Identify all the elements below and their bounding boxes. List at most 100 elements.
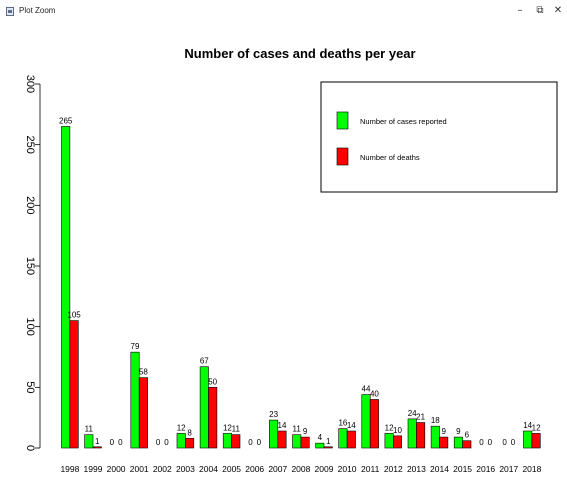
- data-label-deaths: 10: [393, 426, 402, 435]
- chart-title: Number of cases and deaths per year: [184, 46, 415, 61]
- data-label-deaths: 9: [303, 427, 308, 436]
- bar-cases: [430, 425, 440, 449]
- bar-deaths: [462, 440, 472, 449]
- bar-cases: [61, 126, 71, 449]
- data-label-deaths: 6: [465, 431, 470, 440]
- x-tick-label: 1999: [84, 464, 103, 474]
- data-label-cases: 11: [293, 425, 302, 434]
- bar-deaths: [277, 430, 287, 449]
- y-axis: 0 50 100 150 200 250 300: [24, 75, 41, 451]
- bar-deaths: [69, 320, 79, 449]
- data-label-deaths: 12: [532, 423, 541, 432]
- x-tick-label: 2012: [384, 464, 403, 474]
- bar-cases: [84, 434, 94, 449]
- data-label-deaths: 14: [278, 421, 287, 430]
- y-tick-label: 300: [24, 75, 36, 93]
- data-label-cases: 0: [110, 438, 115, 447]
- legend-box: [320, 81, 558, 193]
- restore-button[interactable]: ⧉: [536, 5, 544, 16]
- data-label-deaths: 0: [164, 438, 169, 447]
- bar-cases: [315, 442, 325, 449]
- x-tick-label: 2007: [268, 464, 287, 474]
- x-tick-label: 2006: [245, 464, 264, 474]
- data-label-cases: 14: [523, 421, 532, 430]
- bar-cases: [384, 433, 394, 449]
- data-label-cases: 4: [318, 433, 323, 442]
- data-label-deaths: 21: [416, 413, 425, 422]
- data-label-cases: 18: [431, 416, 440, 425]
- bar-cases: [222, 433, 232, 449]
- bar-deaths: [416, 422, 426, 449]
- window-titlebar: Plot Zoom – ⧉ ✕: [0, 0, 567, 24]
- data-label-deaths: 0: [257, 438, 262, 447]
- bar-cases: [407, 418, 417, 449]
- minimize-button[interactable]: –: [517, 5, 523, 16]
- data-label-cases: 16: [338, 419, 347, 428]
- x-tick-label: 2014: [430, 464, 449, 474]
- data-label-cases: 0: [248, 438, 253, 447]
- y-tick-label: 250: [24, 135, 36, 153]
- legend-swatch-deaths: [336, 147, 349, 166]
- data-label-cases: 24: [408, 409, 417, 418]
- x-tick-label: 2015: [453, 464, 472, 474]
- bar-deaths: [369, 399, 379, 449]
- data-label-deaths: 58: [139, 368, 148, 377]
- bar-deaths: [92, 446, 102, 449]
- bar-deaths: [392, 435, 402, 449]
- x-tick-label: 2008: [291, 464, 310, 474]
- bar-deaths: [231, 434, 241, 449]
- x-tick-label: 2004: [199, 464, 218, 474]
- data-label-cases: 9: [456, 427, 461, 436]
- legend: Number of cases reported Number of death…: [320, 81, 558, 193]
- bar-cases: [199, 366, 209, 449]
- legend-label-deaths: Number of deaths: [360, 153, 420, 162]
- x-tick-label: 2010: [338, 464, 357, 474]
- x-axis-labels: 1998 1999 2000 2001 2002 2003 2004 2005 2006 2007…: [60, 464, 541, 474]
- window-title: Plot Zoom: [19, 6, 56, 15]
- data-label-deaths: 50: [208, 377, 217, 386]
- bar-deaths: [208, 387, 218, 449]
- legend-swatch-cases: [336, 111, 349, 130]
- bar-cases: [453, 436, 463, 449]
- x-tick-label: 2005: [222, 464, 241, 474]
- bar-cases: [338, 428, 348, 449]
- bar-deaths: [138, 377, 148, 449]
- data-label-cases: 11: [85, 425, 94, 434]
- data-label-deaths: 1: [326, 437, 331, 446]
- close-button[interactable]: ✕: [553, 5, 563, 16]
- plot-window-icon: [6, 7, 14, 16]
- bar-deaths: [323, 446, 333, 449]
- y-tick-label: 200: [24, 196, 36, 214]
- data-label-deaths: 8: [187, 428, 192, 437]
- bar-cases: [176, 433, 186, 449]
- x-tick-label: 2002: [153, 464, 172, 474]
- data-label-deaths: 40: [370, 389, 379, 398]
- data-label-cases: 44: [362, 385, 371, 394]
- bar-deaths: [300, 436, 310, 449]
- x-tick-label: 2003: [176, 464, 195, 474]
- legend-label-cases: Number of cases reported: [360, 117, 447, 126]
- y-tick-label: 100: [24, 317, 36, 335]
- x-tick-label: 1998: [60, 464, 79, 474]
- y-tick-label: 0: [24, 445, 36, 451]
- bar-deaths: [531, 433, 541, 449]
- x-tick-label: 2017: [499, 464, 518, 474]
- data-label-cases: 79: [131, 342, 140, 351]
- x-tick-label: 2013: [407, 464, 426, 474]
- data-label-deaths: 0: [118, 438, 123, 447]
- data-label-deaths: 9: [441, 427, 446, 436]
- data-label-cases: 67: [200, 357, 209, 366]
- data-label-cases: 12: [385, 423, 394, 432]
- bar-cases: [361, 394, 371, 449]
- bar-deaths: [346, 430, 356, 449]
- x-tick-label: 2016: [476, 464, 495, 474]
- data-label-deaths: 105: [67, 311, 81, 320]
- bar-cases: [292, 434, 302, 449]
- y-tick-label: 50: [24, 381, 36, 393]
- x-tick-label: 2009: [315, 464, 334, 474]
- data-label-cases: 0: [479, 438, 484, 447]
- bar-deaths: [185, 437, 195, 449]
- y-tick-label: 150: [24, 257, 36, 275]
- data-label-deaths: 0: [511, 438, 516, 447]
